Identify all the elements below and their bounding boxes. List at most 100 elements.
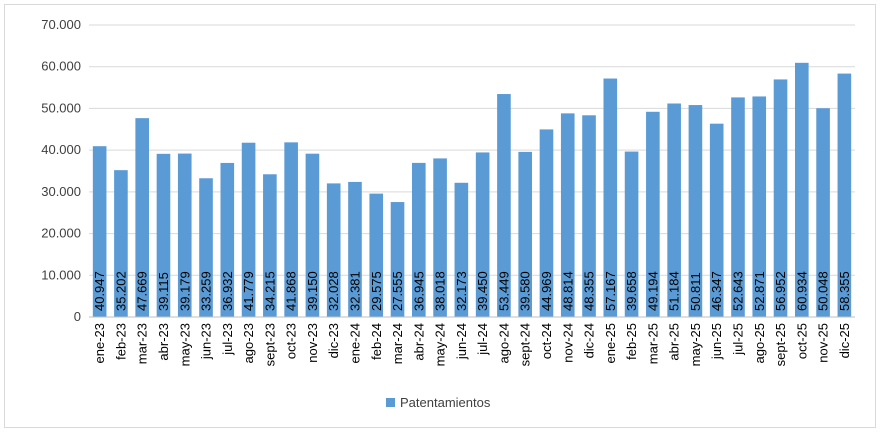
bar [177,153,192,317]
bar [369,193,384,317]
data-label: 60.934 [794,271,809,311]
bar [114,170,128,317]
bar [816,108,830,318]
x-tick-label: dic-23 [326,323,341,358]
bar [688,105,703,318]
bar [752,96,767,318]
x-tick-label: jun-24 [454,323,469,360]
x-tick-label: dic-25 [837,323,852,358]
legend-label: Patentamientos [400,395,491,410]
y-tick-label: 10.000 [41,267,81,282]
bar [709,123,724,317]
x-tick-label: ene-23 [92,323,107,363]
data-label: 39.580 [518,271,533,311]
data-label: 47.669 [135,271,150,311]
gridlines [89,24,855,276]
x-tick-label: abr-24 [411,323,426,361]
data-label: 29.575 [369,271,384,311]
data-label: 48.814 [560,271,575,311]
data-label: 27.555 [390,271,405,311]
data-label: 33.259 [199,271,214,311]
bar [624,151,639,317]
data-label: 51.184 [667,271,682,311]
x-tick-label: oct-23 [284,323,299,359]
bar [582,115,596,317]
x-tick-label: sept-23 [262,323,277,366]
y-tick-label: 30.000 [41,184,81,199]
bar [667,103,681,318]
bar [135,118,150,318]
bar [539,129,554,317]
y-tick-label: 50.000 [41,100,81,115]
legend-swatch [386,398,395,407]
data-label: 44.969 [539,271,554,311]
x-tick-label: jul-24 [475,323,490,356]
data-label: 52.643 [730,271,745,311]
x-tick-label: nov-24 [560,323,575,363]
x-tick-label: mar-25 [645,323,660,364]
data-label: 39.450 [475,271,490,311]
bar [284,142,298,317]
data-label: 48.355 [582,271,597,311]
data-label: 52.871 [752,271,767,311]
bar [263,174,277,317]
x-tick-label: feb-23 [113,323,128,360]
bar [603,78,618,317]
data-label: 53.449 [496,271,511,311]
data-label: 41.868 [284,271,299,311]
data-label: 39.115 [156,272,171,311]
data-label: 50.048 [816,271,831,311]
bar [92,146,107,317]
bar [646,111,660,317]
bar [497,94,511,317]
bar [220,162,235,317]
bar [411,162,426,317]
y-axis-ticks: 0 10.000 20.000 30.000 40.000 50.000 60.000 70.… [41,17,81,324]
data-label: 39.658 [624,271,639,311]
data-label: 32.028 [326,271,341,311]
x-tick-label: ene-25 [603,323,618,363]
bars [92,62,852,318]
data-label: 57.167 [603,271,618,311]
y-tick-label: 40.000 [41,142,81,157]
x-tick-label: oct-24 [539,323,554,359]
bar [326,183,341,317]
x-tick-label: jun-25 [709,323,724,360]
bar [199,178,213,317]
bar [794,62,809,317]
x-tick-label: nov-23 [305,323,320,363]
bar [433,158,447,317]
x-tick-label: feb-25 [624,323,639,360]
y-tick-label: 0 [74,309,81,324]
y-tick-label: 20.000 [41,226,81,241]
x-tick-label: ene-24 [347,323,362,363]
x-tick-label: mar-23 [135,323,150,364]
y-tick-label: 60.000 [41,59,81,74]
x-tick-label: ago-25 [752,323,767,363]
y-tick-label: 70.000 [41,17,81,32]
x-tick-label: feb-24 [369,323,384,360]
x-tick-label: mar-24 [390,323,405,364]
x-tick-label: sept-25 [773,323,788,366]
x-tick-label: jun-23 [199,323,214,360]
data-label: 32.381 [347,271,362,311]
data-label: 58.355 [837,271,852,311]
data-label: 34.215 [262,271,277,311]
data-label: 56.952 [773,271,788,311]
bar [156,153,171,317]
x-axis-ticks: ene-23 feb-23 mar-23 abr-23 may-23 jun-23 jul-… [92,323,852,366]
bar [454,182,469,317]
x-tick-label: jul-23 [220,323,235,356]
bar [731,97,745,317]
data-label: 39.179 [177,271,192,311]
x-tick-label: abr-23 [156,323,171,361]
x-tick-label: ago-23 [241,323,256,363]
data-labels: 40.947 35.202 47.669 39.115 39.179 33.259 36.9… [92,271,852,311]
x-tick-label: abr-25 [667,323,682,361]
data-label: 39.150 [305,271,320,311]
x-tick-label: may-23 [177,323,192,366]
data-label: 35.202 [113,271,128,311]
bar-chart: 0 10.000 20.000 30.000 40.000 50.000 60.000 70.… [41,17,855,410]
data-label: 40.947 [92,271,107,311]
x-tick-label: nov-25 [816,323,831,363]
